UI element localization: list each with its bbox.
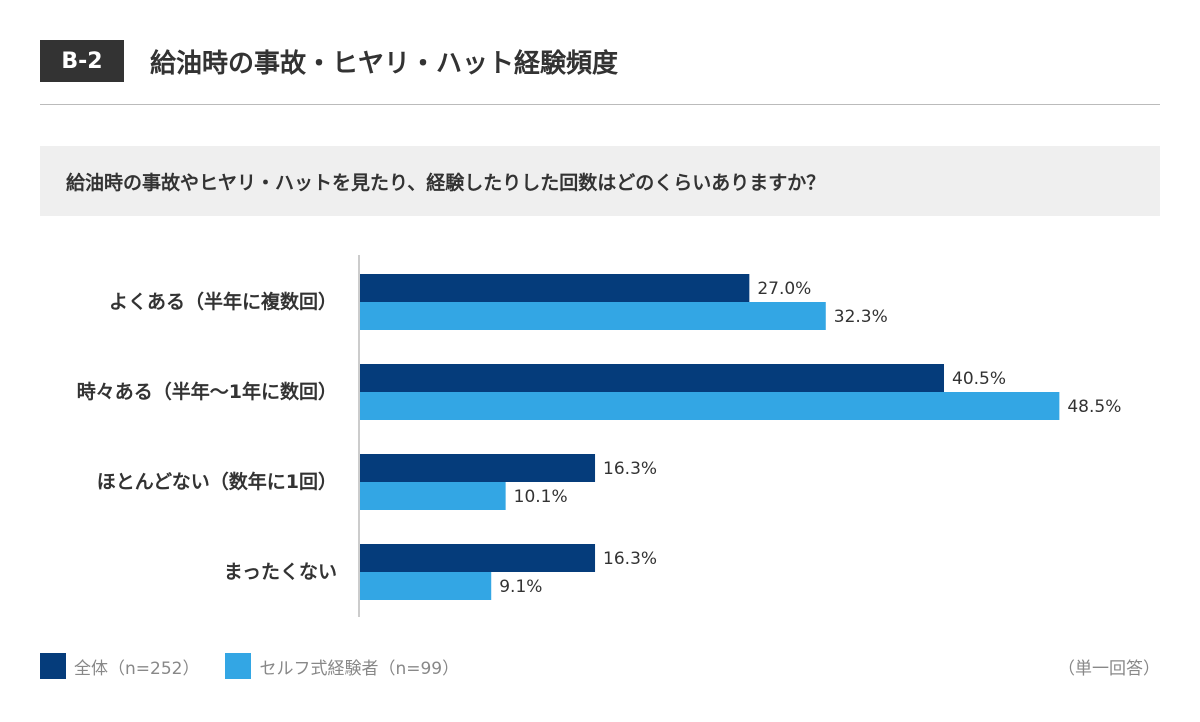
page-title: 給油時の事故・ヒヤリ・ハット経験頻度 — [150, 48, 619, 79]
category-label: 時々ある（半年〜1年に数回） — [77, 380, 337, 403]
bar-self — [360, 392, 1060, 420]
bar-self — [360, 482, 506, 510]
category-label: よくある（半年に複数回） — [109, 290, 337, 313]
legend-label-all: 全体（n=252） — [74, 658, 200, 679]
bar-all — [360, 274, 750, 302]
data-label: 16.3% — [603, 459, 657, 479]
bar-all — [360, 364, 945, 392]
category-label: まったくない — [224, 561, 337, 583]
category-label: ほとんどない（数年に1回） — [97, 470, 337, 493]
section-badge: B-2 — [40, 40, 124, 82]
data-label: 27.0% — [757, 279, 811, 299]
legend-item-all: 全体（n=252） — [40, 653, 199, 679]
legend: 全体（n=252） セルフ式経験者（n=99） — [40, 653, 485, 679]
bar-self — [360, 302, 826, 330]
legend-swatch-self — [225, 653, 252, 679]
legend-item-self: セルフ式経験者（n=99） — [225, 653, 459, 679]
data-label: 40.5% — [952, 369, 1006, 389]
data-label: 10.1% — [514, 487, 568, 507]
bar-all — [360, 544, 596, 572]
answer-type-note: （単一回答） — [1058, 658, 1160, 679]
legend-label-self: セルフ式経験者（n=99） — [259, 658, 460, 679]
data-label: 32.3% — [834, 307, 888, 327]
data-label: 48.5% — [1067, 397, 1121, 417]
question-box: 給油時の事故やヒヤリ・ハットを見たり、経験したりした回数はどのくらいありますか？ — [40, 146, 1160, 216]
bar-chart: よくある（半年に複数回） 27.0% 32.3% 時々ある（半年〜1年に数回） 40.5… — [77, 255, 1121, 617]
data-label: 9.1% — [499, 577, 542, 597]
legend-swatch-all — [40, 653, 66, 679]
data-label: 16.3% — [603, 549, 657, 569]
bar-self — [360, 572, 492, 600]
question-text: 給油時の事故やヒヤリ・ハットを見たり、経験したりした回数はどのくらいありますか？ — [66, 171, 826, 194]
title-divider — [40, 104, 1160, 105]
bar-all — [360, 454, 596, 482]
